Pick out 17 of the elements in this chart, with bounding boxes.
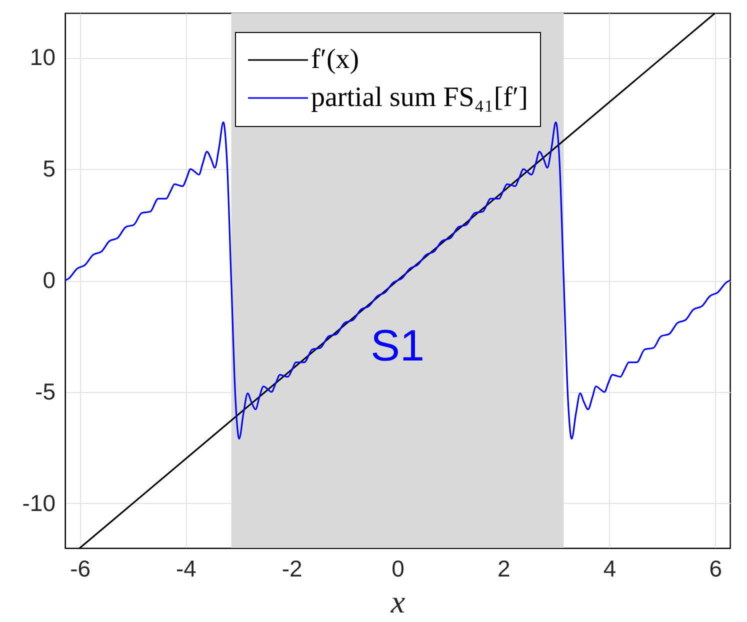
y-tick-label: -10 [22, 490, 56, 516]
y-tick-label: -5 [35, 378, 56, 404]
x-tick-label: 6 [709, 556, 722, 582]
band-label: S1 [370, 321, 424, 370]
x-tick-label: -6 [70, 556, 91, 582]
y-tick-label: 0 [42, 267, 56, 293]
x-tick-label: 4 [603, 556, 616, 582]
legend-label: f′(x) [311, 44, 360, 75]
line-series [65, 121, 730, 440]
y-tick-label: 5 [42, 156, 56, 182]
x-tick-label: -2 [282, 556, 302, 582]
x-tick-label: 2 [497, 556, 510, 582]
x-tick-label: -4 [176, 556, 197, 582]
x-tick-label: 0 [392, 556, 404, 582]
legend-label: partial sum FS₄₁[f′] [311, 82, 528, 113]
y-tick-label: 10 [30, 44, 56, 70]
x-axis-title: x [390, 584, 406, 620]
